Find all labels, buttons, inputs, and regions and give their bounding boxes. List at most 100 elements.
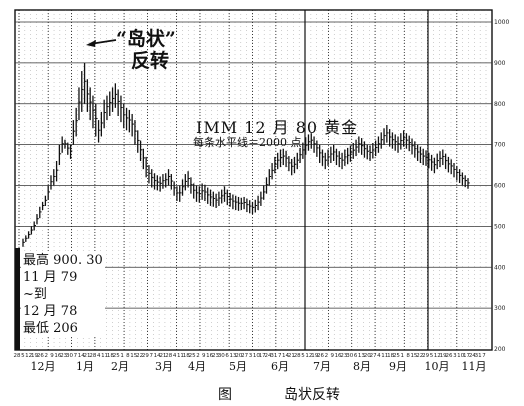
x-day-label: 18 xyxy=(387,353,394,359)
x-axis-month-labels: 12月 1月 2月 3月 4月 5月 6月 7月 8月 9月 10月 11月 xyxy=(31,360,487,373)
price-stats-box: 最高 900. 30 11 月 79 ~到 12 月 78 最低 206 xyxy=(21,252,105,337)
x-day-label: 8 xyxy=(126,353,130,359)
x-day-label: 24 xyxy=(469,353,476,359)
x-day-label: 5 xyxy=(430,353,434,359)
figure-label: 图 xyxy=(218,387,232,403)
x-day-label: 11 xyxy=(381,353,388,359)
x-day-label: 30 xyxy=(346,353,353,359)
x-day-label: 4 xyxy=(173,353,177,359)
figure-title: 岛状反转 xyxy=(284,387,340,403)
x-day-label: 12 xyxy=(25,353,32,359)
x-month-label: 2月 xyxy=(111,360,129,373)
arrow-icon xyxy=(86,39,117,47)
x-day-label: 5 xyxy=(21,353,25,359)
x-month-label: 3月 xyxy=(155,360,173,373)
contract-label: IMM 12 月 80 黄金 xyxy=(196,118,359,137)
x-month-label: 6月 xyxy=(271,360,289,373)
x-month-label: 5月 xyxy=(229,360,247,373)
x-day-label: 9 xyxy=(50,353,54,359)
x-day-label: 9 xyxy=(330,353,334,359)
x-day-label: 10 xyxy=(457,353,464,359)
x-month-label: 12月 xyxy=(31,360,56,373)
x-day-label: 30 xyxy=(66,353,73,359)
x-day-label: 26 xyxy=(445,353,452,359)
left-axis-strip xyxy=(15,248,20,350)
y-tick-label: 1000 xyxy=(494,19,509,26)
stats-high-date: 11 月 79 xyxy=(23,270,78,285)
x-day-label: 1 xyxy=(401,353,405,359)
x-day-label: 16 xyxy=(54,353,61,359)
x-day-label: 1 xyxy=(120,353,124,359)
x-day-label: 12 xyxy=(434,353,441,359)
x-day-label: 4 xyxy=(97,353,101,359)
x-day-label: 14 xyxy=(154,353,161,359)
x-day-label: 6 xyxy=(225,353,229,359)
x-day-label: 7 xyxy=(150,353,154,359)
y-tick-label: 300 xyxy=(494,305,506,312)
grid xyxy=(14,9,493,351)
x-day-label: 31 xyxy=(270,353,277,359)
x-day-label: 2 xyxy=(325,353,329,359)
price-bars xyxy=(22,62,470,247)
x-day-label: 26 xyxy=(37,353,44,359)
x-month-label: 11月 xyxy=(462,360,487,373)
x-day-label: 14 xyxy=(78,353,85,359)
x-day-label: 20 xyxy=(364,353,371,359)
x-day-label: 7 xyxy=(278,353,282,359)
x-day-label: 28 xyxy=(14,353,21,359)
x-day-label: 13 xyxy=(358,353,365,359)
x-month-label: 1月 xyxy=(76,360,94,373)
gridline-note: 每条水平线＝2000 点 xyxy=(193,136,302,149)
x-day-label: 29 xyxy=(422,353,429,359)
x-day-label: 20 xyxy=(235,353,242,359)
x-day-label: 5 xyxy=(301,353,305,359)
x-day-label: 31 xyxy=(475,353,482,359)
x-month-label: 10月 xyxy=(425,360,450,373)
x-day-label: 14 xyxy=(282,353,289,359)
plot-frame xyxy=(14,9,493,351)
x-day-label: 10 xyxy=(253,353,260,359)
x-day-label: 23 xyxy=(340,353,347,359)
x-day-label: 21 xyxy=(288,353,295,359)
y-tick-label: 200 xyxy=(494,346,506,353)
x-day-label: 2 xyxy=(196,353,200,359)
x-day-label: 26 xyxy=(317,353,324,359)
x-day-label: 11 xyxy=(177,353,184,359)
x-day-label: 30 xyxy=(218,353,225,359)
y-tick-label: 600 xyxy=(494,183,506,190)
x-day-label: 16 xyxy=(206,353,213,359)
y-tick-label: 400 xyxy=(494,264,506,271)
x-day-label: 17 xyxy=(463,353,470,359)
x-day-label: 21 xyxy=(84,353,91,359)
x-day-label: 9 xyxy=(202,353,206,359)
x-day-label: 19 xyxy=(31,353,38,359)
x-day-label: 22 xyxy=(416,353,423,359)
x-day-label: 7 xyxy=(482,353,486,359)
x-day-label: 29 xyxy=(142,353,149,359)
x-day-label: 4 xyxy=(377,353,381,359)
y-tick-label: 500 xyxy=(494,223,506,230)
x-month-label: 4月 xyxy=(188,360,206,373)
x-day-label: 25 xyxy=(393,353,400,359)
x-day-label: 18 xyxy=(107,353,114,359)
x-day-label: 16 xyxy=(335,353,342,359)
x-day-label: 6 xyxy=(354,353,358,359)
x-day-label: 21 xyxy=(159,353,166,359)
x-day-label: 15 xyxy=(410,353,417,359)
x-day-label: 13 xyxy=(229,353,236,359)
x-day-label: 3 xyxy=(453,353,457,359)
stats-to: ~到 xyxy=(23,287,47,302)
y-axis-ticks: 200 300 400 500 600 700 800 900 1000 xyxy=(494,19,509,353)
x-day-label: 19 xyxy=(440,353,447,359)
island-annotation-line1: “岛状” xyxy=(116,28,176,50)
y-tick-label: 800 xyxy=(494,101,506,108)
x-day-label: 15 xyxy=(130,353,137,359)
x-day-label: 11 xyxy=(101,353,108,359)
x-day-label: 23 xyxy=(212,353,219,359)
x-day-label: 25 xyxy=(189,353,196,359)
x-day-label: 28 xyxy=(165,353,172,359)
stats-high: 最高 900. 30 xyxy=(23,253,103,268)
y-tick-label: 700 xyxy=(494,142,506,149)
